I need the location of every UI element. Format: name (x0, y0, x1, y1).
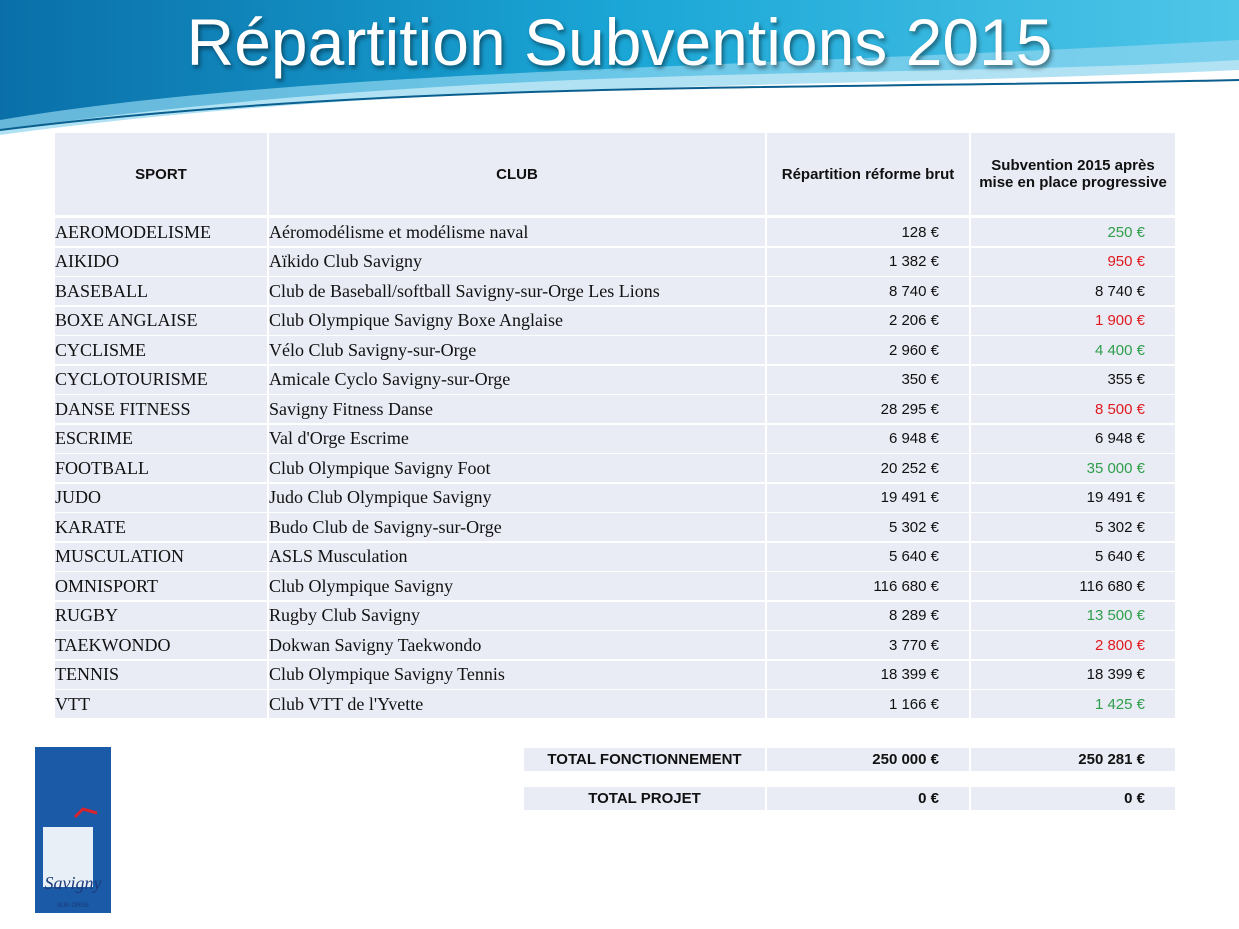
club: Budo Club de Savigny-sur-Orge (269, 513, 765, 541)
sport: FOOTBALL (55, 454, 267, 482)
sport: MUSCULATION (55, 542, 267, 571)
sport: DANSE FITNESS (55, 395, 267, 423)
logo-name: Savigny (45, 873, 102, 893)
repartition: 350 € (767, 365, 969, 394)
club: Club Olympique Savigny Tennis (269, 660, 765, 689)
repartition: 116 680 € (767, 572, 969, 600)
title: Répartition Subventions 2015 (186, 5, 1053, 79)
club: Val d'Orge Escrime (269, 424, 765, 453)
repartition: 5 640 € (767, 542, 969, 571)
subvention: 2 800 € (971, 631, 1175, 659)
logo-sub: SUR-ORGE (57, 903, 89, 909)
subvention: 1 425 € (971, 690, 1175, 718)
sport: ESCRIME (55, 424, 267, 453)
club: Club Olympique Savigny (269, 572, 765, 600)
club: Aïkido Club Savigny (269, 247, 765, 276)
sport: AEROMODELISME (55, 218, 267, 246)
repartition: 18 399 € (767, 660, 969, 689)
sport: BOXE ANGLAISE (55, 306, 267, 335)
repartition: 19 491 € (767, 483, 969, 512)
subvention: 35 000 € (971, 454, 1175, 482)
repartition: 5 302 € (767, 513, 969, 541)
total-subvention: 250 281 € (971, 748, 1175, 771)
subvention: 5 640 € (971, 542, 1175, 571)
repartition: 28 295 € (767, 395, 969, 423)
sport: TAEKWONDO (55, 631, 267, 659)
sport: CYCLISME (55, 336, 267, 364)
subvention: 5 302 € (971, 513, 1175, 541)
total-subvention: 0 € (971, 787, 1175, 810)
club: Vélo Club Savigny-sur-Orge (269, 336, 765, 364)
column-header: CLUB (269, 133, 765, 215)
subvention: 250 € (971, 218, 1175, 246)
repartition: 128 € (767, 218, 969, 246)
repartition: 6 948 € (767, 424, 969, 453)
club: Club Olympique Savigny Boxe Anglaise (269, 306, 765, 335)
subvention: 13 500 € (971, 601, 1175, 630)
subvention: 1 900 € (971, 306, 1175, 335)
club: Dokwan Savigny Taekwondo (269, 631, 765, 659)
sport: KARATE (55, 513, 267, 541)
subvention: 6 948 € (971, 424, 1175, 453)
club: Club Olympique Savigny Foot (269, 454, 765, 482)
repartition: 2 960 € (767, 336, 969, 364)
total-brut: 0 € (767, 787, 969, 810)
club: Rugby Club Savigny (269, 601, 765, 630)
subvention: 4 400 € (971, 336, 1175, 364)
column-header: Répartition réforme brut (767, 133, 969, 215)
club: ASLS Musculation (269, 542, 765, 571)
logo: Savigny SUR-ORGE (35, 747, 111, 913)
subvention: 950 € (971, 247, 1175, 276)
club: Amicale Cyclo Savigny-sur-Orge (269, 365, 765, 394)
subvention: 8 500 € (971, 395, 1175, 423)
total-label: TOTAL PROJET (524, 787, 765, 810)
subvention: 8 740 € (971, 277, 1175, 305)
column-header: Subvention 2015 après mise en place prog… (971, 133, 1175, 215)
subvention: 18 399 € (971, 660, 1175, 689)
sport: AIKIDO (55, 247, 267, 276)
sport: VTT (55, 690, 267, 718)
repartition: 2 206 € (767, 306, 969, 335)
club: Aéromodélisme et modélisme naval (269, 218, 765, 246)
repartition: 1 382 € (767, 247, 969, 276)
sport: JUDO (55, 483, 267, 512)
sport: OMNISPORT (55, 572, 267, 600)
club: Judo Club Olympique Savigny (269, 483, 765, 512)
sport: RUGBY (55, 601, 267, 630)
sport: CYCLOTOURISME (55, 365, 267, 394)
repartition: 20 252 € (767, 454, 969, 482)
total-brut: 250 000 € (767, 748, 969, 771)
subvention: 355 € (971, 365, 1175, 394)
sport: TENNIS (55, 660, 267, 689)
column-header: SPORT (55, 133, 267, 215)
repartition: 1 166 € (767, 690, 969, 718)
club: Club VTT de l'Yvette (269, 690, 765, 718)
repartition: 8 740 € (767, 277, 969, 305)
sport: BASEBALL (55, 277, 267, 305)
repartition: 8 289 € (767, 601, 969, 630)
total-label: TOTAL FONCTIONNEMENT (524, 748, 765, 771)
club: Savigny Fitness Danse (269, 395, 765, 423)
club: Club de Baseball/softball Savigny-sur-Or… (269, 277, 765, 305)
subvention: 19 491 € (971, 483, 1175, 512)
subvention: 116 680 € (971, 572, 1175, 600)
repartition: 3 770 € (767, 631, 969, 659)
banner (0, 0, 1239, 135)
